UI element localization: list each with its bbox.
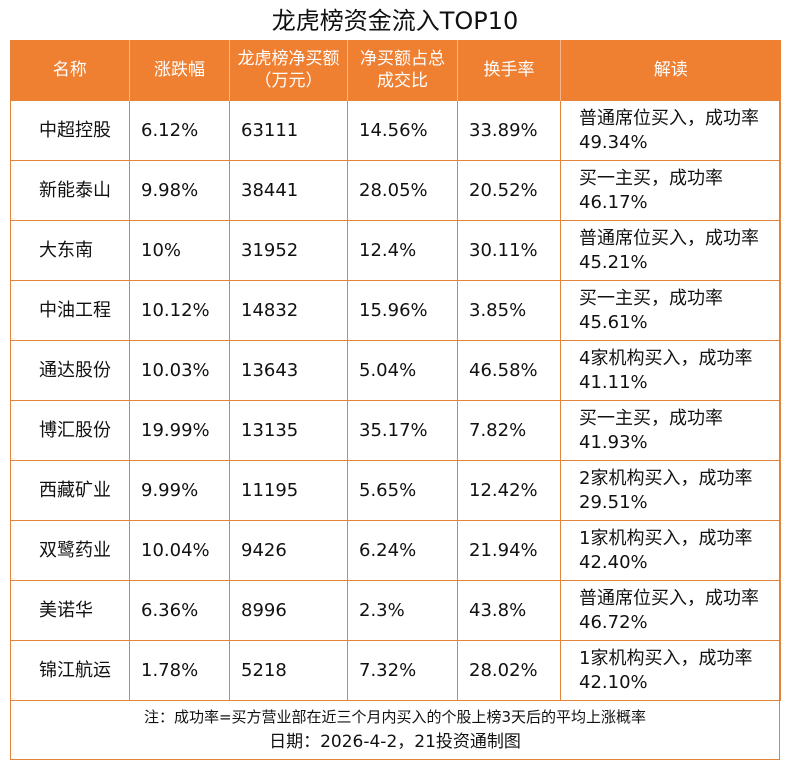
table-row: 通达股份 10.03% 13643 5.04% 46.58% 4家机构买入，成功… (10, 340, 781, 401)
cell-name: 美诺华 (10, 580, 130, 641)
cell-turnover: 43.8% (457, 580, 561, 641)
cell-interpretation: 普通席位买入，成功率49.34% (560, 100, 781, 161)
cell-net-buy: 13643 (229, 340, 348, 401)
header-net-buy: 龙虎榜净买额（万元） (229, 40, 348, 101)
cell-net-buy: 9426 (229, 520, 348, 581)
cell-interpretation: 1家机构买入，成功率42.40% (560, 520, 781, 581)
table-row: 中油工程 10.12% 14832 15.96% 3.85% 买一主买，成功率4… (10, 280, 781, 341)
table-row: 中超控股 6.12% 63111 14.56% 33.89% 普通席位买入，成功… (10, 100, 781, 161)
cell-net-buy: 63111 (229, 100, 348, 161)
table-row: 双鹭药业 10.04% 9426 6.24% 21.94% 1家机构买入，成功率… (10, 520, 781, 581)
cell-name: 锦江航运 (10, 640, 130, 701)
cell-net-buy: 31952 (229, 220, 348, 281)
cell-net-buy: 13135 (229, 400, 348, 461)
header-change: 涨跌幅 (129, 40, 230, 101)
cell-ratio: 2.3% (347, 580, 458, 641)
cell-net-buy: 8996 (229, 580, 348, 641)
cell-turnover: 30.11% (457, 220, 561, 281)
cell-interpretation: 1家机构买入，成功率42.10% (560, 640, 781, 701)
cell-turnover: 3.85% (457, 280, 561, 341)
cell-change: 10.03% (129, 340, 230, 401)
cell-name: 大东南 (10, 220, 130, 281)
header-turnover: 换手率 (457, 40, 561, 101)
cell-change: 1.78% (129, 640, 230, 701)
header-interpretation: 解读 (560, 40, 781, 101)
page-title: 龙虎榜资金流入TOP10 (271, 7, 519, 35)
cell-interpretation: 买一主买，成功率45.61% (560, 280, 781, 341)
cell-name: 中油工程 (10, 280, 130, 341)
table-row: 新能泰山 9.98% 38441 28.05% 20.52% 买一主买，成功率4… (10, 160, 781, 221)
cell-turnover: 20.52% (457, 160, 561, 221)
cell-ratio: 35.17% (347, 400, 458, 461)
table-row: 博汇股份 19.99% 13135 35.17% 7.82% 买一主买，成功率4… (10, 400, 781, 461)
cell-net-buy: 38441 (229, 160, 348, 221)
cell-net-buy: 5218 (229, 640, 348, 701)
cell-change: 9.99% (129, 460, 230, 521)
cell-turnover: 46.58% (457, 340, 561, 401)
cell-change: 10% (129, 220, 230, 281)
cell-name: 中超控股 (10, 100, 130, 161)
header-name: 名称 (10, 40, 130, 101)
cell-name: 博汇股份 (10, 400, 130, 461)
table-header-row: 名称 涨跌幅 龙虎榜净买额（万元） 净买额占总成交比 换手率 解读 (10, 40, 781, 101)
cell-ratio: 28.05% (347, 160, 458, 221)
table-row: 大东南 10% 31952 12.4% 30.11% 普通席位买入，成功率45.… (10, 220, 781, 281)
cell-interpretation: 买一主买，成功率46.17% (560, 160, 781, 221)
cell-turnover: 7.82% (457, 400, 561, 461)
table-row: 锦江航运 1.78% 5218 7.32% 28.02% 1家机构买入，成功率4… (10, 640, 781, 701)
cell-net-buy: 11195 (229, 460, 348, 521)
cell-interpretation: 2家机构买入，成功率29.51% (560, 460, 781, 521)
date-credit: 日期：2026-4-2，21投资通制图 (269, 732, 521, 752)
cell-change: 10.04% (129, 520, 230, 581)
cell-ratio: 5.04% (347, 340, 458, 401)
cell-ratio: 14.56% (347, 100, 458, 161)
cell-interpretation: 4家机构买入，成功率41.11% (560, 340, 781, 401)
cell-name: 双鹭药业 (10, 520, 130, 581)
cell-ratio: 5.65% (347, 460, 458, 521)
cell-turnover: 33.89% (457, 100, 561, 161)
data-table: 名称 涨跌幅 龙虎榜净买额（万元） 净买额占总成交比 换手率 解读 中超控股 6… (10, 40, 781, 701)
cell-change: 19.99% (129, 400, 230, 461)
cell-name: 西藏矿业 (10, 460, 130, 521)
footnote: 注：成功率=买方营业部在近三个月内买入的个股上榜3天后的平均上涨概率 (143, 708, 647, 726)
cell-turnover: 12.42% (457, 460, 561, 521)
cell-change: 10.12% (129, 280, 230, 341)
cell-turnover: 28.02% (457, 640, 561, 701)
cell-net-buy: 14832 (229, 280, 348, 341)
cell-name: 新能泰山 (10, 160, 130, 221)
cell-interpretation: 普通席位买入，成功率46.72% (560, 580, 781, 641)
cell-interpretation: 买一主买，成功率41.93% (560, 400, 781, 461)
cell-interpretation: 普通席位买入，成功率45.21% (560, 220, 781, 281)
table-row: 美诺华 6.36% 8996 2.3% 43.8% 普通席位买入，成功率46.7… (10, 580, 781, 641)
header-ratio: 净买额占总成交比 (347, 40, 458, 101)
cell-ratio: 15.96% (347, 280, 458, 341)
cell-ratio: 7.32% (347, 640, 458, 701)
cell-name: 通达股份 (10, 340, 130, 401)
cell-ratio: 6.24% (347, 520, 458, 581)
cell-change: 9.98% (129, 160, 230, 221)
cell-change: 6.12% (129, 100, 230, 161)
cell-ratio: 12.4% (347, 220, 458, 281)
cell-change: 6.36% (129, 580, 230, 641)
cell-turnover: 21.94% (457, 520, 561, 581)
table-row: 西藏矿业 9.99% 11195 5.65% 12.42% 2家机构买入，成功率… (10, 460, 781, 521)
